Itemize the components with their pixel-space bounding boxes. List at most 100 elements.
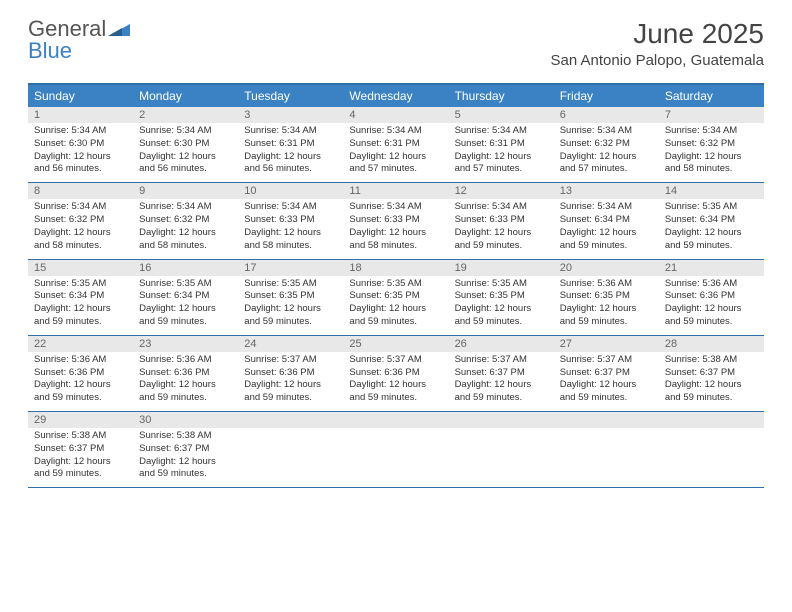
day-cell [343, 428, 448, 487]
daylight-line: Daylight: 12 hours and 59 minutes. [560, 227, 653, 253]
day-number [343, 412, 448, 428]
daylight-line: Daylight: 12 hours and 59 minutes. [560, 379, 653, 405]
daylight-line: Daylight: 12 hours and 59 minutes. [34, 303, 127, 329]
month-title: June 2025 [551, 18, 765, 50]
sunrise-line: Sunrise: 5:34 AM [455, 125, 548, 138]
sunrise-line: Sunrise: 5:34 AM [244, 201, 337, 214]
daylight-line: Daylight: 12 hours and 57 minutes. [349, 151, 442, 177]
day-number: 10 [238, 183, 343, 199]
daynum-row: 15161718192021 [28, 260, 764, 276]
sunrise-line: Sunrise: 5:34 AM [34, 201, 127, 214]
sunrise-line: Sunrise: 5:37 AM [455, 354, 548, 367]
day-cell: Sunrise: 5:34 AMSunset: 6:32 PMDaylight:… [28, 199, 133, 258]
day-number: 20 [554, 260, 659, 276]
daylight-line: Daylight: 12 hours and 57 minutes. [455, 151, 548, 177]
day-number [449, 412, 554, 428]
week-row: Sunrise: 5:35 AM Sunset: 6:34 PM Daylight:… [28, 276, 764, 336]
day-number: 26 [449, 336, 554, 352]
day-number: 17 [238, 260, 343, 276]
sunrise-line: Sunrise: 5:35 AM [665, 201, 758, 214]
sunrise-line: Sunrise: 5:38 AM [139, 430, 232, 443]
day-cell: Sunrise: 5:34 AMSunset: 6:34 PMDaylight:… [554, 199, 659, 258]
sunset-line: Sunset: 6:36 PM [34, 367, 127, 380]
daylight-line: Daylight: 12 hours and 59 minutes. [349, 379, 442, 405]
day-number: 25 [343, 336, 448, 352]
daylight-line: Daylight: 12 hours and 56 minutes. [139, 151, 232, 177]
daylight-line: Daylight: 12 hours and 59 minutes. [455, 227, 548, 253]
sunset-line: Sunset: 6:34 PM [560, 214, 653, 227]
sunset-line: Sunset: 6:32 PM [34, 214, 127, 227]
sunset-line: Sunset: 6:32 PM [560, 138, 653, 151]
sunrise-line: Sunrise: 5:35 AM [349, 278, 442, 291]
sunset-line: Sunset: 6:36 PM [139, 367, 232, 380]
day-number: 14 [659, 183, 764, 199]
day-cell: Sunrise: 5:34 AMSunset: 6:31 PMDaylight:… [238, 123, 343, 182]
day-cell: Sunrise: 5:35 AMSunset: 6:35 PMDaylight:… [343, 276, 448, 335]
day-cell: Sunrise: 5:34 AMSunset: 6:32 PMDaylight:… [133, 199, 238, 258]
day-cell: Sunrise: 5:34 AMSunset: 6:30 PMDaylight:… [133, 123, 238, 182]
day-cell: Sunrise: 5:35 AMSunset: 6:34 PMDaylight:… [659, 199, 764, 258]
sunrise-line: Sunrise: 5:37 AM [349, 354, 442, 367]
daylight-line: Daylight: 12 hours and 59 minutes. [665, 379, 758, 405]
day-cell: Sunrise: 5:35 AMSunset: 6:35 PMDaylight:… [238, 276, 343, 335]
day-number: 2 [133, 107, 238, 123]
day-cell: Sunrise: 5:36 AMSunset: 6:36 PMDaylight:… [133, 352, 238, 411]
day-number: 15 [28, 260, 133, 276]
sunset-line: Sunset: 6:35 PM [560, 290, 653, 303]
daylight-line: Daylight: 12 hours and 58 minutes. [665, 151, 758, 177]
sunset-line: Sunset: 6:33 PM [244, 214, 337, 227]
day-number: 4 [343, 107, 448, 123]
logo-text: General Blue [28, 18, 130, 62]
week-row: Sunrise: 5:36 AMSunset: 6:36 PMDaylight:… [28, 352, 764, 412]
day-cell: Sunrise: 5:38 AMSunset: 6:37 PMDaylight:… [28, 428, 133, 487]
sunset-line: Sunset: 6:33 PM [455, 214, 548, 227]
day-cell: Sunrise: 5:35 AMSunset: 6:34 PMDaylight:… [133, 276, 238, 335]
sunrise-line: Sunrise: 5:34 AM [139, 125, 232, 138]
sunset-line: Sunset: 6:31 PM [349, 138, 442, 151]
weekday-sunday: Sunday [28, 85, 133, 107]
daylight-line: Daylight: 12 hours and 59 minutes. [665, 303, 758, 329]
sunrise-line: Sunrise: 5:35 AM [34, 278, 127, 291]
daylight-line: Daylight: 12 hours and 56 minutes. [244, 151, 337, 177]
day-cell: Sunrise: 5:37 AMSunset: 6:37 PMDaylight:… [449, 352, 554, 411]
sunset-line: Sunset: 6:30 PM [139, 138, 232, 151]
daynum-row: 22232425262728 [28, 336, 764, 352]
week-row: Sunrise: 5:34 AMSunset: 6:30 PMDaylight:… [28, 123, 764, 183]
calendar-grid: Sunday Monday Tuesday Wednesday Thursday… [28, 83, 764, 488]
day-number: 9 [133, 183, 238, 199]
weekday-header-row: Sunday Monday Tuesday Wednesday Thursday… [28, 85, 764, 107]
sunrise-line: Sunrise: 5:36 AM [560, 278, 653, 291]
day-number: 6 [554, 107, 659, 123]
daylight-line: Daylight: 12 hours and 59 minutes. [665, 227, 758, 253]
day-cell [554, 428, 659, 487]
sunset-line: Sunset: 6:35 PM [244, 290, 337, 303]
sunset-line: Sunset: 6:32 PM [139, 214, 232, 227]
sunset-line: Sunset: 6:36 PM [665, 290, 758, 303]
sunrise-line: Sunrise: 5:37 AM [560, 354, 653, 367]
sunrise-line: Sunrise: 5:35 AM [244, 278, 337, 291]
daylight-line: Daylight: 12 hours and 56 minutes. [34, 151, 127, 177]
sunset-line: Sunset: 6:31 PM [244, 138, 337, 151]
sunset-line: Sunset: 6:37 PM [560, 367, 653, 380]
sunrise-line: Sunrise: 5:34 AM [560, 125, 653, 138]
day-cell: Sunrise: 5:37 AMSunset: 6:36 PMDaylight:… [343, 352, 448, 411]
sunset-line: Sunset: 6:34 PM [139, 290, 232, 303]
daylight-line: Daylight: 12 hours and 58 minutes. [34, 227, 127, 253]
sunset-line: Sunset: 6:36 PM [349, 367, 442, 380]
title-block: June 2025 San Antonio Palopo, Guatemala [551, 18, 765, 69]
sunrise-line: Sunrise: 5:36 AM [665, 278, 758, 291]
sunrise-line: Sunrise: 5:34 AM [244, 125, 337, 138]
day-number: 21 [659, 260, 764, 276]
day-number: 24 [238, 336, 343, 352]
sunset-line: Sunset: 6:35 PM [455, 290, 548, 303]
day-cell: Sunrise: 5:36 AMSunset: 6:36 PMDaylight:… [28, 352, 133, 411]
daylight-line: Daylight: 12 hours and 59 minutes. [349, 303, 442, 329]
day-cell: Sunrise: 5:34 AMSunset: 6:32 PMDaylight:… [554, 123, 659, 182]
sunrise-line: Sunrise: 5:38 AM [665, 354, 758, 367]
weeks-container: 1234567Sunrise: 5:34 AMSunset: 6:30 PMDa… [28, 107, 764, 488]
daynum-row: 891011121314 [28, 183, 764, 199]
sunset-line: Sunset: 6:36 PM [244, 367, 337, 380]
sunrise-line: Sunrise: 5:36 AM [139, 354, 232, 367]
day-cell: Sunrise: 5:36 AMSunset: 6:36 PMDaylight:… [659, 276, 764, 335]
day-cell: Sunrise: 5:34 AMSunset: 6:30 PMDaylight:… [28, 123, 133, 182]
